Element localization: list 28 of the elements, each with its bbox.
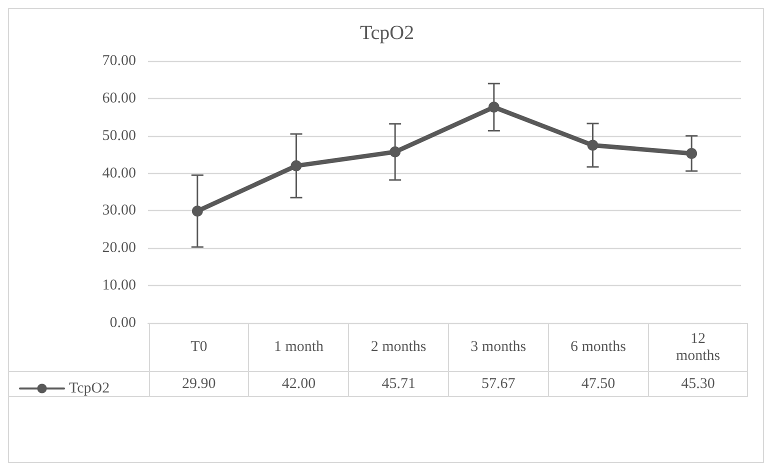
data-label: 42.00 [248, 372, 349, 396]
x-tick-label: 3 months [470, 339, 526, 356]
data-label: 45.30 [648, 372, 748, 396]
x-tick-label: 1 month [274, 339, 324, 356]
point [290, 160, 302, 172]
x-tick-label: 2 months [370, 339, 426, 356]
data-label: 29.90 [149, 372, 249, 396]
y-tick-label: 10.00 [102, 278, 136, 294]
x-tick-label: 12 months [674, 330, 722, 364]
point [390, 146, 401, 158]
y-tick-label: 30.00 [102, 202, 136, 219]
y-tick-label: 40.00 [102, 165, 136, 182]
chart-title: TcpO2 [360, 22, 414, 44]
x-tick-label: T0 [190, 339, 208, 356]
data-label: 57.67 [448, 372, 548, 396]
y-tick-label: 50.00 [102, 128, 136, 144]
x-tick-label: 6 months [570, 339, 626, 356]
y-tick-label: 60.00 [102, 90, 136, 106]
legend-label: TcpO2 [69, 380, 110, 396]
y-tick-label: 0.00 [110, 315, 136, 331]
point [192, 206, 203, 217]
point [686, 148, 698, 159]
y-tick-label: 70.00 [102, 53, 136, 69]
y-tick-label: 20.00 [102, 240, 136, 256]
data-label: 47.50 [548, 372, 648, 396]
data-label: 45.71 [348, 372, 448, 396]
point [587, 140, 598, 151]
point [488, 102, 500, 113]
